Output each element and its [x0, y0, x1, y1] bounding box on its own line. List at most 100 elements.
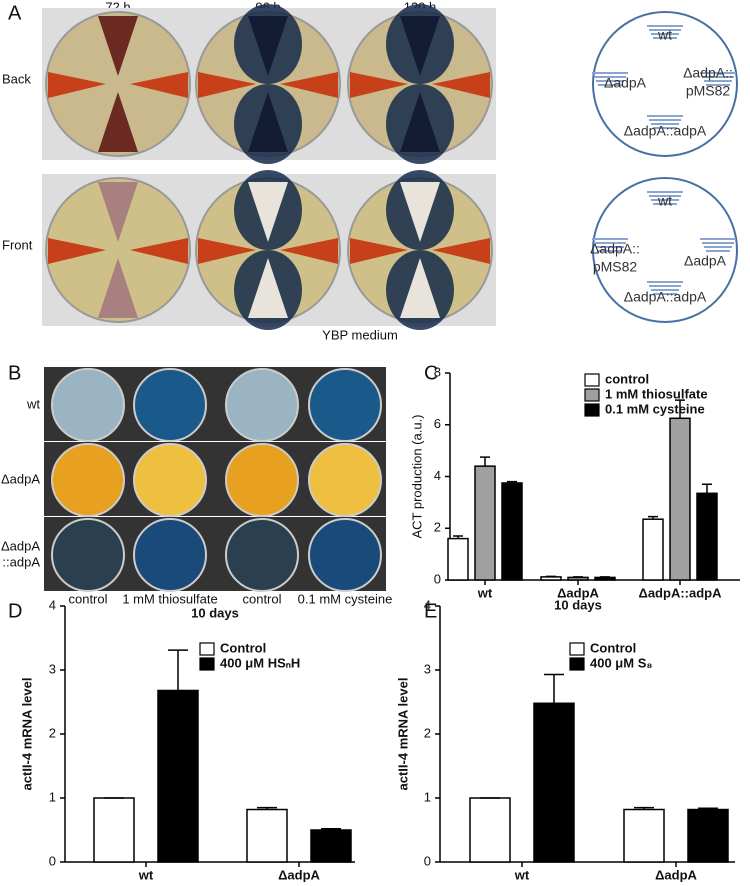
- plate: [133, 443, 207, 517]
- error-bar: [168, 649, 188, 691]
- legend-swatch: [584, 388, 600, 402]
- streak: [400, 182, 440, 242]
- streak: [350, 238, 408, 264]
- legend-label: 0.1 mM cysteine: [605, 401, 705, 416]
- y-tick-label: 3: [424, 661, 431, 676]
- streak: [98, 92, 138, 152]
- y-tick-label: 2: [49, 725, 56, 740]
- plate: [51, 443, 125, 517]
- streak: [280, 72, 338, 98]
- y-tick-label: 0: [49, 853, 56, 868]
- streak: [198, 238, 256, 264]
- streak: [130, 72, 188, 98]
- y-tick-label: 2: [424, 725, 431, 740]
- streak: [198, 72, 256, 98]
- bar: [594, 576, 616, 581]
- plate: [45, 11, 191, 157]
- y-axis-label: actII-4 mRNA level: [19, 678, 34, 791]
- plate: [51, 518, 125, 592]
- column-label: 0.1 mM cysteine: [298, 591, 393, 606]
- column-label: control: [242, 591, 281, 606]
- legend-label: Control: [220, 640, 266, 655]
- x-tick-label: ΔadpA: [557, 585, 599, 600]
- bar: [687, 808, 729, 863]
- bar: [642, 518, 664, 581]
- streak: [98, 258, 138, 318]
- streak: [350, 72, 408, 98]
- diagram-plate: [592, 11, 738, 157]
- streak: [248, 258, 288, 318]
- bar: [533, 702, 575, 863]
- diagram-label: pMS82: [593, 259, 638, 275]
- row-label: ΔadpA: [1, 471, 40, 486]
- x-tick-label: ΔadpA: [278, 867, 320, 882]
- x-tick-label: wt: [138, 867, 154, 882]
- streak: [48, 238, 106, 264]
- legend-label: 400 μM HSₙH: [220, 655, 300, 670]
- bar: [501, 482, 523, 581]
- duration-label: 10 days: [191, 605, 239, 620]
- diagram-label: ΔadpA::adpA: [624, 123, 707, 139]
- error-bar: [546, 575, 556, 578]
- plate-photo: [42, 174, 194, 326]
- y-axis-label: ACT production (a.u.): [409, 414, 424, 538]
- y-tick-label: 3: [49, 661, 56, 676]
- streak: [248, 16, 288, 76]
- error-bar: [257, 806, 277, 810]
- diagram-label: ΔadpA::adpA: [624, 289, 707, 305]
- panel-label: A: [8, 2, 22, 24]
- plate-photo: [344, 170, 496, 330]
- streak: [432, 72, 490, 98]
- streak: [400, 16, 440, 76]
- x-tick-label: ΔadpA: [655, 867, 697, 882]
- diagram-plate: [592, 177, 738, 323]
- legend-swatch: [584, 403, 600, 417]
- bar: [157, 689, 199, 863]
- x-axis-label: 10 days: [554, 597, 602, 612]
- plate: [51, 368, 125, 442]
- streak: [48, 72, 106, 98]
- diagram-label: wt: [657, 27, 672, 43]
- error-bar: [321, 827, 341, 830]
- streak: [130, 238, 188, 264]
- row-label: Front: [2, 237, 33, 252]
- streak: [432, 238, 490, 264]
- column-label: 1 mM thiosulfate: [122, 591, 217, 606]
- bar: [474, 465, 496, 581]
- row-label: ΔadpA: [1, 538, 40, 553]
- x-tick-label: wt: [477, 585, 493, 600]
- legend-swatch: [569, 642, 585, 656]
- bar: [540, 576, 562, 581]
- diagram-label: ΔadpA::: [683, 65, 733, 81]
- panel-label: D: [8, 600, 22, 622]
- diagram-label: wt: [657, 193, 672, 209]
- y-axis-label: actII-4 mRNA level: [395, 678, 410, 791]
- legend-swatch: [199, 642, 215, 656]
- y-tick-label: 4: [424, 597, 431, 612]
- bar: [469, 797, 511, 863]
- y-tick-label: 6: [434, 416, 441, 431]
- error-bar: [698, 807, 718, 810]
- y-tick-label: 8: [434, 364, 441, 379]
- plate: [133, 368, 207, 442]
- bar: [623, 808, 665, 863]
- error-bar: [573, 576, 583, 578]
- diagram-label: ΔadpA::: [590, 241, 640, 257]
- legend-label: 1 mM thiosulfate: [605, 386, 708, 401]
- y-tick-label: 4: [49, 597, 56, 612]
- y-tick-label: 0: [434, 571, 441, 586]
- error-bar: [600, 576, 610, 578]
- streak: [400, 92, 440, 152]
- caption: YBP medium: [322, 327, 398, 342]
- bar: [310, 829, 352, 863]
- plate: [45, 177, 191, 323]
- plate: [308, 518, 382, 592]
- streak: [400, 258, 440, 318]
- streak: [98, 182, 138, 242]
- error-bar: [544, 673, 564, 704]
- plate-photo: [344, 4, 496, 164]
- panel-label: C: [424, 362, 438, 384]
- y-tick-label: 0: [424, 853, 431, 868]
- bar: [447, 537, 469, 581]
